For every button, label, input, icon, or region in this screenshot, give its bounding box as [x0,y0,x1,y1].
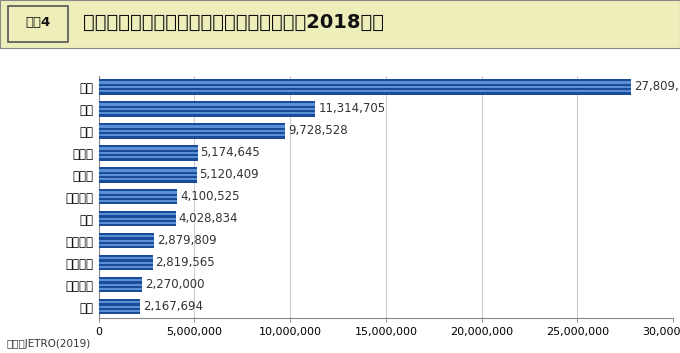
Text: 4,028,834: 4,028,834 [179,212,238,225]
Bar [99,304,140,306]
Bar [99,147,198,150]
Bar [99,136,285,138]
Bar [99,156,198,158]
Bar [99,242,154,244]
Bar [99,277,142,279]
Text: 2,819,565: 2,819,565 [156,256,215,269]
Bar [99,125,285,127]
Bar [99,244,154,246]
Text: 図表4: 図表4 [25,16,51,29]
Bar [99,266,152,268]
Text: 2,167,694: 2,167,694 [143,300,203,313]
Bar [99,101,316,103]
Bar [99,310,140,312]
Bar [99,127,285,130]
Bar [99,191,177,193]
Bar [99,200,177,202]
Bar [99,288,142,290]
Bar [99,106,316,108]
Bar [99,79,631,82]
Bar [99,259,152,262]
Bar [99,222,175,224]
Bar [99,238,154,240]
Bar [99,218,175,220]
Bar [8,6,68,42]
Bar [99,286,142,288]
Bar [99,299,140,301]
Bar [99,262,152,264]
Bar [99,233,154,235]
Bar [99,88,631,90]
Bar [99,213,175,215]
Bar [99,123,285,125]
Bar [99,224,175,227]
Bar [99,132,285,134]
Bar [99,301,140,304]
Bar [99,169,197,172]
Bar [99,198,177,200]
Text: 5,120,409: 5,120,409 [199,168,259,181]
Bar [99,202,177,204]
Bar [99,152,198,154]
Bar [99,86,631,88]
Bar [99,150,198,152]
Bar [99,312,140,315]
Bar [99,92,631,95]
Bar [99,167,197,169]
Bar [99,112,316,114]
Bar [99,290,142,292]
Bar [99,283,142,286]
Bar [99,268,152,270]
Bar [99,215,175,218]
Bar [99,306,140,308]
Bar [99,220,175,222]
Bar [99,103,316,106]
Bar [99,180,197,183]
Bar [99,114,316,116]
Text: 4,100,525: 4,100,525 [180,190,239,203]
Bar [99,196,177,198]
Bar [99,134,285,136]
Bar [99,281,142,283]
Bar [99,255,152,257]
Text: 2,270,000: 2,270,000 [145,278,205,291]
Text: 5,174,645: 5,174,645 [201,146,260,159]
Bar [99,84,631,86]
Bar [99,235,154,238]
Bar [99,264,152,266]
Bar [99,189,177,191]
Bar [99,172,197,174]
Text: 世界の自動車生産台数　国別ランキング（2018年）: 世界の自動車生産台数 国別ランキング（2018年） [83,13,384,32]
Bar [99,178,197,180]
Text: 9,728,528: 9,728,528 [288,124,347,137]
Bar [99,110,316,112]
Bar [99,108,316,110]
Text: 出所：JETRO(2019): 出所：JETRO(2019) [7,340,91,349]
Bar [99,154,198,156]
Bar [99,158,198,161]
Bar [99,130,285,132]
Text: 2,879,809: 2,879,809 [156,234,216,247]
Bar [99,279,142,281]
Bar [99,82,631,84]
Text: 11,314,705: 11,314,705 [318,102,386,115]
Bar [99,246,154,249]
Bar [99,176,197,178]
Bar [99,90,631,92]
Bar [99,257,152,259]
Bar [99,211,175,213]
Bar [99,145,198,147]
Bar [99,193,177,196]
Bar [99,308,140,310]
Bar [99,174,197,176]
Text: 27,809,196: 27,809,196 [634,80,680,94]
Bar [99,240,154,242]
